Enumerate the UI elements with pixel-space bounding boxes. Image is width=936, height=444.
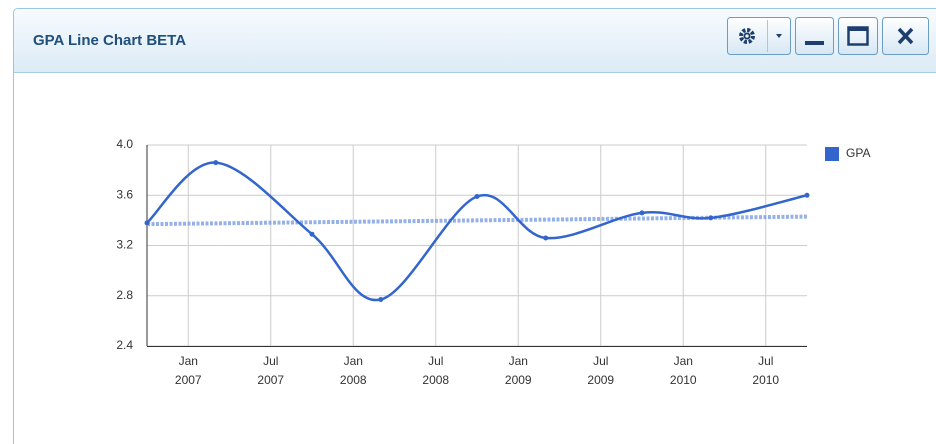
widget-frame — [13, 8, 936, 444]
data-point — [708, 215, 714, 221]
data-point — [543, 235, 549, 241]
series-line — [146, 161, 808, 302]
data-point — [474, 194, 480, 200]
x-tick-label: Jan 2009 — [504, 354, 532, 387]
data-point — [309, 231, 315, 237]
data-point — [213, 160, 219, 166]
y-tick-label: 4.0 — [116, 137, 133, 151]
close-button[interactable] — [882, 17, 929, 55]
widget-header — [14, 8, 936, 72]
x-tick-label: Jul 2008 — [422, 354, 450, 387]
y-tick-label: 2.8 — [116, 288, 133, 302]
legend-label: GPA — [846, 146, 870, 160]
data-point — [378, 297, 384, 303]
data-point — [639, 210, 645, 216]
widget-title: GPA Line Chart BETA — [33, 32, 186, 49]
x-tick-label: Jul 2009 — [587, 354, 615, 387]
minimize-button[interactable] — [795, 17, 834, 55]
x-tick-label: Jul 2010 — [752, 354, 780, 387]
x-tick-label: Jan 2007 — [174, 354, 202, 387]
legend-swatch — [825, 147, 839, 161]
data-point — [144, 220, 150, 226]
maximize-button[interactable] — [838, 17, 878, 55]
settings-button[interactable] — [727, 17, 791, 55]
data-point — [804, 192, 810, 198]
y-tick-label: 3.2 — [116, 238, 133, 252]
y-tick-label: 2.4 — [116, 338, 133, 352]
y-tick-label: 3.6 — [116, 187, 133, 201]
x-tick-label: Jan 2008 — [339, 354, 367, 387]
x-tick-label: Jan 2010 — [669, 354, 697, 387]
x-tick-label: Jul 2007 — [257, 354, 285, 387]
